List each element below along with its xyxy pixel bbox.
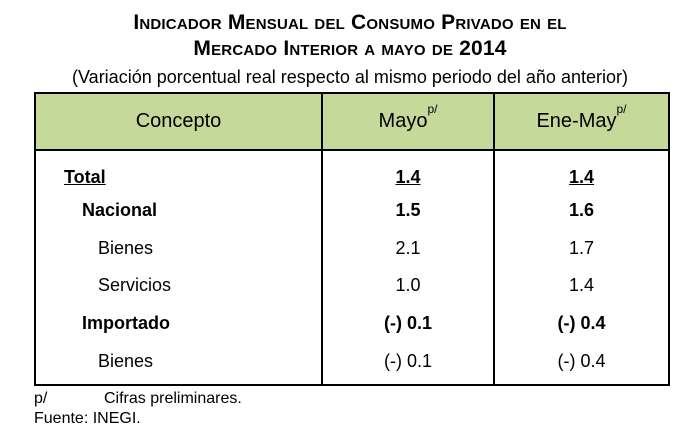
footnote-mark: p/	[34, 390, 48, 407]
column-divider	[321, 94, 323, 384]
cell-ene-may: (-) 0.4	[557, 313, 606, 333]
preliminary-superscript: p/	[616, 102, 627, 117]
table-row-servicios: Servicios 1.0 1.4	[36, 267, 668, 303]
cell-ene-may: 1.4	[568, 275, 595, 295]
preliminary-superscript: p/	[427, 102, 438, 117]
footnote-text: Cifras preliminares.	[104, 390, 242, 407]
source-note: Fuente: INEGI.	[34, 410, 141, 427]
data-table: Concepto Mayop/ Ene-Mayp/ Total 1.4 1.4 …	[34, 92, 670, 386]
cell-ene-may: 1.6	[568, 200, 595, 220]
footnote-preliminary: p/Cifras preliminares.	[34, 390, 242, 408]
row-label: Total	[64, 167, 106, 187]
row-label: Bienes	[98, 238, 154, 258]
row-label: Bienes	[98, 351, 154, 371]
cell-mayo: 1.5	[395, 200, 421, 220]
cell-ene-may: (-) 0.4	[557, 351, 606, 371]
column-divider	[493, 94, 495, 384]
table-subtitle: (Variación porcentual real respecto al m…	[72, 67, 628, 87]
cell-mayo: (-) 0.1	[383, 313, 432, 333]
table-header-row: Concepto Mayop/ Ene-Mayp/	[36, 94, 668, 151]
table-row-importado: Importado (-) 0.1 (-) 0.4	[36, 305, 668, 341]
table-title-line-2: Mercado Interior a mayo de 2014	[193, 37, 507, 60]
column-header-mayo: Mayop/	[378, 102, 438, 132]
row-label: Importado	[82, 313, 170, 333]
cell-mayo: 1.4	[395, 167, 421, 187]
table-title-line-1: Indicador Mensual del Consumo Privado en…	[133, 11, 567, 34]
cell-mayo: 2.1	[395, 238, 421, 258]
cell-ene-may: 1.4	[568, 167, 595, 187]
table-row-bienes-nacional: Bienes 2.1 1.7	[36, 230, 668, 266]
table-row-total: Total 1.4 1.4	[36, 159, 668, 195]
cell-mayo: (-) 0.1	[383, 351, 432, 371]
table-row-bienes-importado: Bienes (-) 0.1 (-) 0.4	[36, 343, 668, 379]
column-header-concepto: Concepto	[135, 110, 222, 132]
cell-ene-may: 1.7	[568, 238, 595, 258]
row-label: Servicios	[98, 275, 172, 295]
row-label: Nacional	[82, 200, 158, 220]
column-header-ene-may: Ene-Mayp/	[536, 102, 627, 132]
table-row-nacional: Nacional 1.5 1.6	[36, 192, 668, 228]
cell-mayo: 1.0	[395, 275, 421, 295]
